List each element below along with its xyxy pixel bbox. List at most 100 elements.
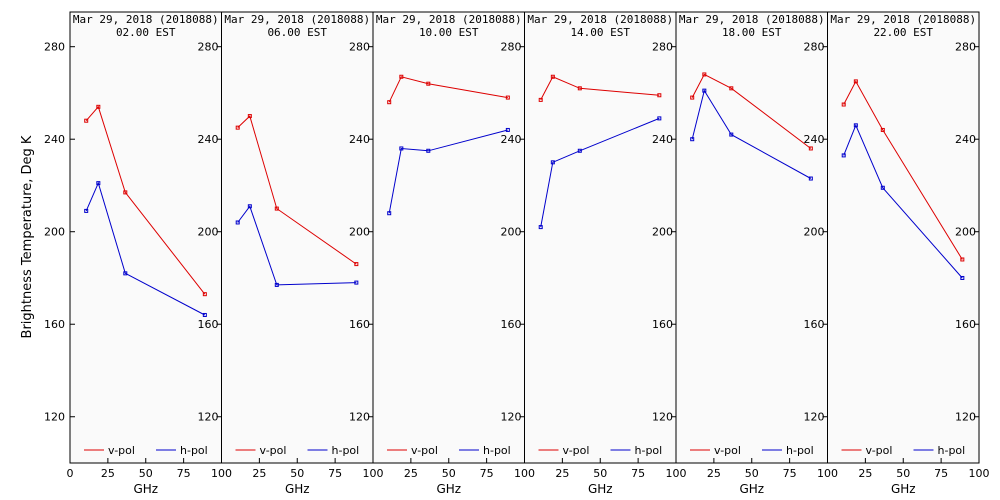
series-line-h-pol — [237, 205, 357, 286]
y-tick-label: 160 — [198, 318, 219, 331]
series-line-h-pol — [85, 181, 206, 316]
y-tick-label: 200 — [501, 226, 522, 239]
data-point-v-pol — [853, 79, 858, 84]
x-tick-label: 25 — [555, 467, 569, 480]
data-point-v-pol — [657, 93, 662, 98]
x-tick-label: 100 — [969, 467, 990, 480]
x-axis-label: GHz — [588, 482, 613, 496]
y-tick-label: 240 — [652, 133, 673, 146]
data-point-v-pol — [235, 125, 240, 130]
data-point-v-pol — [841, 102, 846, 107]
data-point-h-pol — [550, 160, 555, 165]
panel-4: Mar 29, 2018 (2018088)14.00 EST 120 160 200… — [514, 11, 677, 496]
panel-title-date: Mar 29, 2018 (2018088) — [830, 13, 976, 26]
data-point-h-pol — [960, 275, 965, 280]
panel-title-time: 06.00 EST — [267, 26, 327, 39]
series-line-v-pol — [691, 73, 812, 149]
x-tick-label: 75 — [177, 467, 191, 480]
y-tick-label: 240 — [955, 133, 976, 146]
data-point-h-pol — [808, 176, 813, 181]
series-line-v-pol — [843, 80, 963, 260]
x-tick-label: 100 — [817, 467, 838, 480]
data-point-h-pol — [577, 148, 582, 153]
legend-label-h-pol: h-pol — [180, 444, 208, 457]
x-tick-label: 75 — [328, 467, 342, 480]
y-tick-label: 120 — [501, 411, 522, 424]
data-point-v-pol — [577, 86, 582, 91]
y-tick-label: 280 — [804, 41, 825, 54]
data-point-v-pol — [960, 257, 965, 262]
panel-title-time: 22.00 EST — [873, 26, 933, 39]
data-point-h-pol — [123, 271, 128, 276]
data-point-h-pol — [96, 181, 101, 186]
data-point-h-pol — [729, 132, 734, 137]
data-point-h-pol — [399, 146, 404, 151]
legend-label-v-pol: v-pol — [108, 444, 135, 457]
data-point-v-pol — [808, 146, 813, 151]
legend-label-v-pol: v-pol — [714, 444, 741, 457]
data-point-v-pol — [202, 292, 207, 297]
x-tick-label: 50 — [896, 467, 910, 480]
x-axis-label: GHz — [436, 482, 461, 496]
data-point-v-pol — [387, 100, 392, 105]
y-tick-label: 280 — [501, 41, 522, 54]
panel-title-time: 02.00 EST — [116, 26, 176, 39]
y-tick-label: 200 — [955, 226, 976, 239]
x-tick-label: 50 — [745, 467, 759, 480]
x-tick-label: 25 — [707, 467, 721, 480]
y-tick-label: 160 — [955, 318, 976, 331]
panels-group: Mar 29, 2018 (2018088) 02.00 EST 120 120 160… — [44, 11, 990, 496]
panel-title-date: Mar 29, 2018 (2018088) — [679, 13, 825, 26]
data-point-v-pol — [550, 74, 555, 79]
y-tick-label: 160 — [44, 318, 65, 331]
y-tick-label: 200 — [44, 226, 65, 239]
y-tick-label: 120 — [349, 411, 370, 424]
data-point-v-pol — [538, 97, 543, 102]
y-tick-label: 200 — [652, 226, 673, 239]
y-tick-label: 160 — [652, 318, 673, 331]
panel-title-time: 18.00 EST — [722, 26, 782, 39]
x-tick-label: 100 — [211, 467, 232, 480]
x-tick-label: 25 — [101, 467, 115, 480]
y-tick-label: 280 — [349, 41, 370, 54]
data-point-h-pol — [880, 185, 885, 190]
panel-2: Mar 29, 2018 (2018088)06.00 EST 120 160 200… — [211, 11, 374, 496]
data-point-v-pol — [702, 72, 707, 77]
data-point-h-pol — [426, 148, 431, 153]
panel-title-date: Mar 29, 2018 (2018088) — [224, 13, 370, 26]
panel-title-date: Mar 29, 2018 (2018088) — [376, 13, 522, 26]
data-point-v-pol — [690, 95, 695, 100]
legend-label-v-pol: v-pol — [563, 444, 590, 457]
y-tick-label: 280 — [652, 41, 673, 54]
data-point-h-pol — [274, 282, 279, 287]
panel-1: Mar 29, 2018 (2018088)02.00 EST 120 120 160… — [44, 11, 222, 496]
series-line-h-pol — [843, 124, 963, 279]
x-tick-label: 50 — [442, 467, 456, 480]
data-point-h-pol — [235, 220, 240, 225]
y-tick-label: 240 — [198, 133, 219, 146]
data-point-h-pol — [84, 208, 89, 213]
data-point-h-pol — [354, 280, 359, 285]
series-line-v-pol — [388, 76, 508, 103]
x-tick-label: 50 — [290, 467, 304, 480]
y-tick-label: 120 — [198, 411, 219, 424]
data-point-h-pol — [702, 88, 707, 93]
panel-3: Mar 29, 2018 (2018088)10.00 EST 120 160 200… — [363, 11, 525, 496]
y-tick-label: 280 — [955, 41, 976, 54]
series-line-v-pol — [85, 105, 206, 295]
y-tick-label: 240 — [44, 133, 65, 146]
x-axis-label: GHz — [133, 482, 158, 496]
x-tick-label: 100 — [666, 467, 687, 480]
y-tick-label: 240 — [349, 133, 370, 146]
panel-title-time: 14.00 EST — [570, 26, 630, 39]
data-point-h-pol — [387, 211, 392, 216]
legend-label-h-pol: h-pol — [938, 444, 966, 457]
data-point-v-pol — [247, 114, 252, 119]
panel-title-date: Mar 29, 2018 (2018088) — [527, 13, 673, 26]
legend-label-v-pol: v-pol — [260, 444, 287, 457]
y-tick-label: 200 — [198, 226, 219, 239]
data-point-h-pol — [841, 153, 846, 158]
legend-label-v-pol: v-pol — [866, 444, 893, 457]
x-tick-label: 100 — [363, 467, 384, 480]
